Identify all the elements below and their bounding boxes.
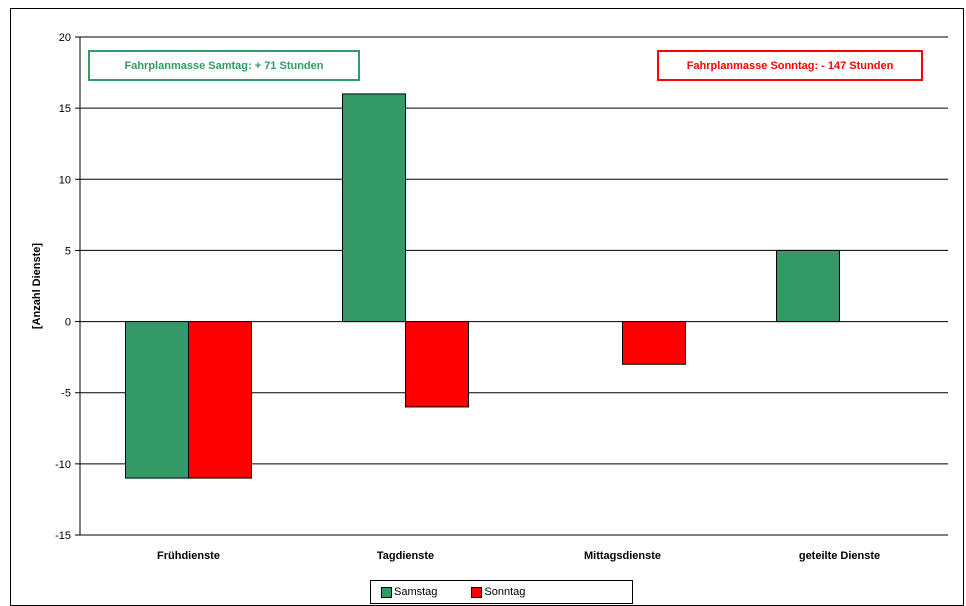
- legend-label-samstag: Samstag: [394, 586, 438, 598]
- category-label: Tagdienste: [377, 550, 434, 562]
- y-axis-label: [Anzahl Dienste]: [31, 243, 43, 330]
- bar-sonntag-2: [622, 321, 686, 365]
- y-tick-label: -5: [61, 388, 71, 400]
- annotation-sunday: Fahrplanmasse Sonntag: - 147 Stunden: [657, 50, 923, 81]
- y-tick-label: -10: [55, 459, 71, 471]
- y-tick-label: 5: [65, 245, 71, 257]
- legend-item-sonntag: Sonntag: [471, 586, 525, 598]
- bar-samstag-3: [776, 249, 840, 323]
- legend-swatch-samstag: [381, 586, 392, 598]
- category-label: Mittagsdienste: [584, 550, 661, 562]
- category-label: Frühdienste: [157, 550, 220, 562]
- y-tick-label: 20: [59, 32, 71, 44]
- y-tick-labels: 20 15 10 5 0 -5 -10 -15: [55, 32, 71, 542]
- annotation-sunday-text: Fahrplanmasse Sonntag: - 147 Stunden: [686, 59, 894, 72]
- y-tick-label: -15: [55, 530, 71, 542]
- legend-item-samstag: Samstag: [381, 586, 437, 598]
- axes: [75, 36, 948, 536]
- legend-label-sonntag: Sonntag: [484, 586, 526, 598]
- annotation-saturday: Fahrplanmasse Samtag: + 71 Stunden: [88, 50, 360, 81]
- bar-sonntag-0: [188, 321, 252, 479]
- y-tick-label: 0: [65, 317, 71, 329]
- y-tick-label: 15: [59, 103, 71, 115]
- annotation-saturday-text: Fahrplanmasse Samtag: + 71 Stunden: [124, 59, 324, 72]
- bar-samstag-0: [125, 321, 189, 479]
- bar-samstag-1: [342, 93, 406, 323]
- category-label: geteilte Dienste: [799, 550, 880, 562]
- category-labels: Frühdienste Tagdienste Mittagsdienste getei…: [157, 550, 880, 562]
- bar-sonntag-1: [405, 321, 469, 408]
- legend-swatch-sonntag: [471, 586, 483, 598]
- legend: Samstag Sonntag: [370, 580, 633, 604]
- y-tick-label: 10: [59, 174, 71, 186]
- bars: [125, 93, 840, 479]
